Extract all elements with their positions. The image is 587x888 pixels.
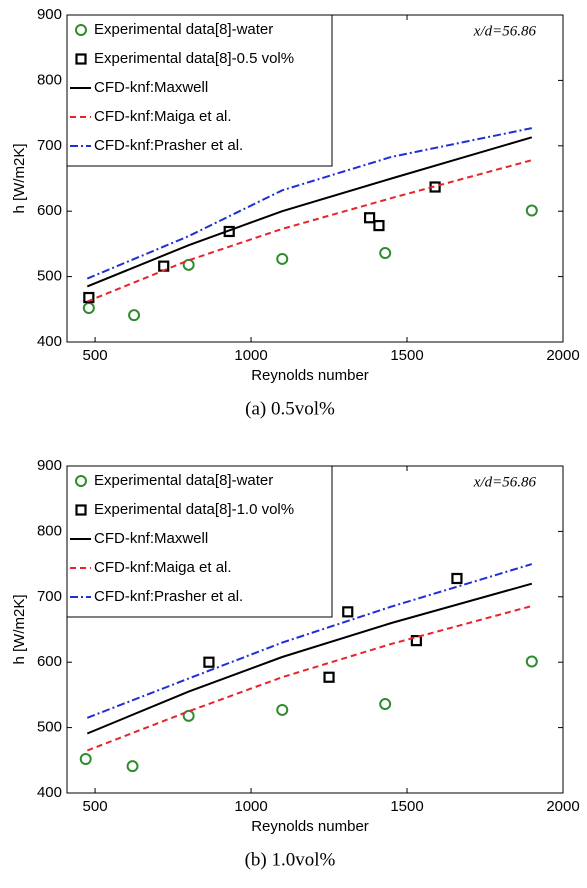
data-point — [525, 655, 538, 668]
legend-label: CFD-knf:Maiga et al. — [94, 559, 232, 576]
series-line — [86, 563, 533, 719]
legend-label: Experimental data[8]-0.5 vol% — [94, 50, 294, 67]
x-tick-label: 1000 — [234, 798, 267, 815]
data-point — [79, 752, 92, 765]
y-tick-label: 700 — [37, 137, 62, 154]
x-tick-label: 1500 — [390, 798, 423, 815]
legend-label: Experimental data[8]-water — [94, 472, 273, 489]
y-axis-label: h [W/m2K] — [11, 143, 28, 213]
legend-label: CFD-knf:Prasher et al. — [94, 137, 243, 154]
x-axis-label: Reynolds number — [251, 818, 369, 835]
series-line — [86, 605, 533, 752]
y-tick-label: 400 — [37, 333, 62, 350]
data-point — [373, 219, 385, 232]
series-line — [86, 159, 533, 303]
data-point — [128, 309, 141, 322]
legend — [66, 465, 333, 618]
x-tick-label: 1500 — [390, 347, 423, 364]
legend-marker — [75, 504, 87, 516]
y-tick-label: 700 — [37, 588, 62, 605]
y-tick-label: 900 — [37, 457, 62, 474]
legend-label: CFD-knf:Maiga et al. — [94, 108, 232, 125]
data-point — [525, 204, 538, 217]
y-tick-label: 900 — [37, 6, 62, 23]
legend-marker — [75, 24, 87, 36]
legend-marker — [75, 53, 87, 65]
legend-label: Experimental data[8]-1.0 vol% — [94, 501, 294, 518]
data-point — [323, 671, 335, 683]
annotation: x/d=56.86 — [473, 23, 537, 39]
y-tick-label: 800 — [37, 522, 62, 539]
series-line — [86, 136, 533, 288]
data-point — [82, 301, 95, 314]
legend-marker — [75, 475, 87, 487]
y-tick-label: 500 — [37, 268, 62, 285]
data-point — [182, 709, 195, 722]
legend-label: Experimental data[8]-water — [94, 21, 273, 38]
data-point — [83, 291, 95, 304]
data-point — [379, 698, 392, 711]
x-tick-label: 2000 — [546, 347, 579, 364]
caption: (b) 1.0vol% — [245, 849, 336, 870]
caption: (a) 0.5vol% — [245, 398, 335, 419]
data-point — [410, 635, 422, 647]
legend-label: CFD-knf:Maxwell — [94, 79, 208, 96]
data-point — [276, 252, 289, 265]
x-tick-label: 500 — [83, 347, 108, 364]
series-line — [86, 127, 533, 280]
y-tick-label: 800 — [37, 71, 62, 88]
data-point — [342, 606, 354, 618]
y-tick-label: 600 — [37, 202, 62, 219]
annotation: x/d=56.86 — [473, 474, 537, 490]
x-tick-label: 500 — [83, 798, 108, 815]
data-point — [379, 247, 392, 260]
data-point — [126, 760, 139, 773]
legend — [66, 14, 333, 167]
x-tick-label: 1000 — [234, 347, 267, 364]
x-axis-label: Reynolds number — [251, 367, 369, 384]
legend-label: CFD-knf:Maxwell — [94, 530, 208, 547]
data-point — [276, 703, 289, 716]
legend-label: CFD-knf:Prasher et al. — [94, 588, 243, 605]
data-point — [203, 656, 215, 668]
data-point — [451, 572, 463, 585]
y-tick-label: 500 — [37, 719, 62, 736]
y-tick-label: 600 — [37, 653, 62, 670]
x-tick-label: 2000 — [546, 798, 579, 815]
data-point — [363, 212, 376, 224]
data-point — [182, 258, 195, 271]
y-axis-label: h [W/m2K] — [11, 594, 28, 664]
series-line — [86, 582, 533, 735]
y-tick-label: 400 — [37, 784, 62, 801]
